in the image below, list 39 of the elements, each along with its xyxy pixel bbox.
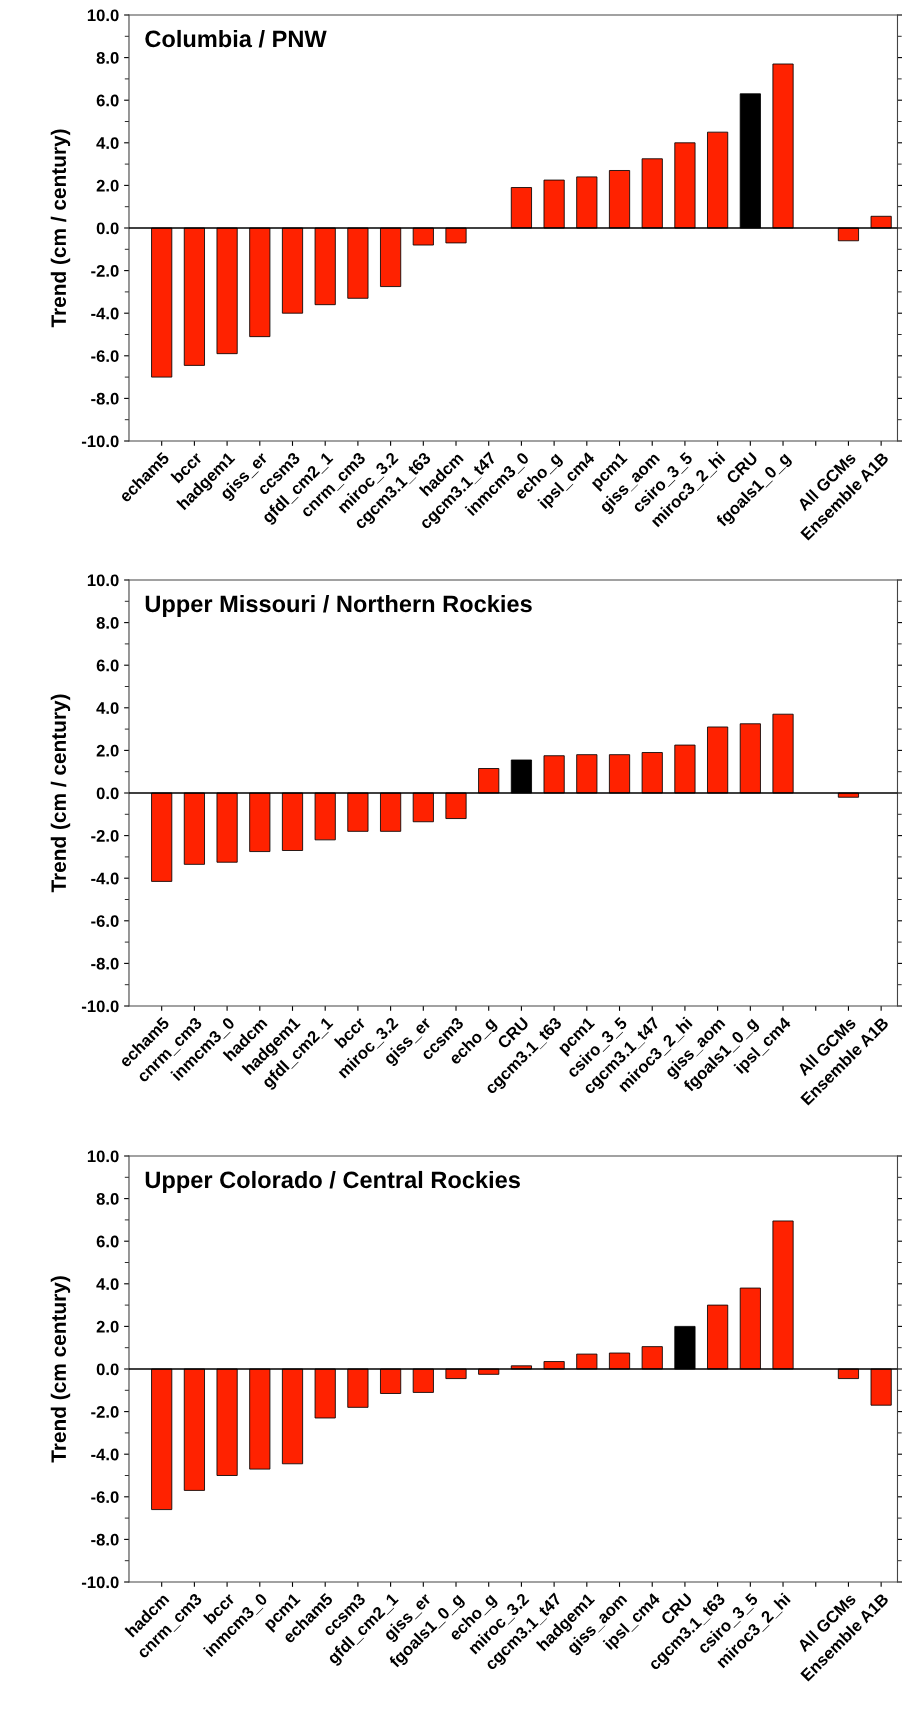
y-axis-title: Trend (cm century) — [50, 1276, 71, 1463]
y-tick-label: -8.0 — [91, 1533, 119, 1546]
y-tick-label: -4.0 — [91, 307, 119, 320]
y-tick-label: -10.0 — [81, 1000, 119, 1013]
y-tick-label: 2.0 — [96, 744, 119, 757]
y-tick-label: 10.0 — [87, 1150, 119, 1163]
y-tick-label: 0.0 — [96, 222, 119, 235]
y-tick-label: 4.0 — [96, 702, 119, 714]
y-tick-label: 4.0 — [96, 1278, 119, 1290]
y-tick-label: -10.0 — [81, 435, 119, 448]
y-tick-label: 10.0 — [87, 574, 119, 587]
y-tick-label: -4.0 — [91, 1448, 119, 1461]
y-tick-label: -2.0 — [91, 265, 119, 277]
y-tick-label: 8.0 — [96, 617, 119, 629]
y-tick-label: 0.0 — [96, 787, 119, 800]
text: Upper Missouri / Northern Rockies — [145, 594, 532, 617]
y-tick-label: -4.0 — [91, 872, 119, 885]
y-tick-label: -2.0 — [91, 830, 119, 842]
y-tick-label: -2.0 — [91, 1406, 119, 1418]
y-tick-label: -8.0 — [91, 392, 119, 405]
text: Upper Colorado / Central Rockies — [145, 1170, 520, 1193]
y-axis-title: Trend (cm / century) — [50, 694, 71, 893]
y-tick-label: 6.0 — [96, 659, 119, 672]
y-tick-label: 8.0 — [96, 1193, 119, 1205]
y-tick-label: 6.0 — [96, 94, 119, 107]
y-tick-label: 0.0 — [96, 1363, 119, 1376]
y-tick-label: -6.0 — [91, 1491, 119, 1503]
y-tick-label: 2.0 — [96, 1320, 119, 1333]
y-axis-title: Trend (cm / century) — [50, 129, 71, 328]
y-tick-label: 10.0 — [87, 9, 119, 22]
text: Columbia / PNW — [145, 29, 327, 48]
y-tick-label: -6.0 — [91, 350, 119, 362]
y-tick-label: 6.0 — [96, 1235, 119, 1248]
y-tick-label: 2.0 — [96, 179, 119, 192]
y-tick-label: -10.0 — [81, 1576, 119, 1589]
y-tick-label: 4.0 — [96, 137, 119, 149]
y-tick-label: 8.0 — [96, 52, 119, 64]
y-tick-label: -6.0 — [91, 915, 119, 927]
y-tick-label: -8.0 — [91, 957, 119, 970]
